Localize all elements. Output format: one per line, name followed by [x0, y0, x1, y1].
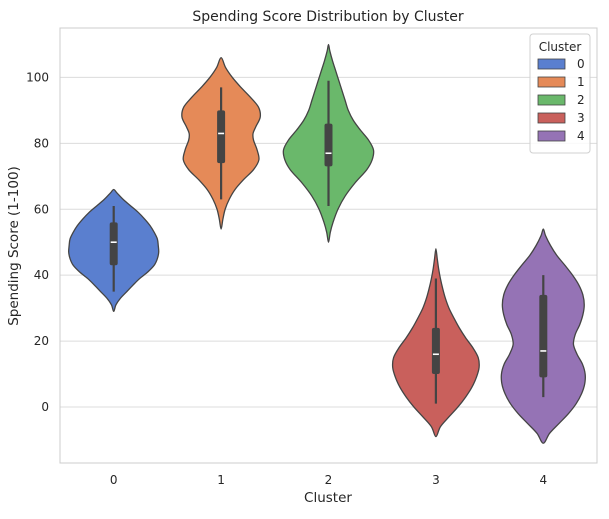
y-tick-labels: 0 20 40 60 80 100: [26, 70, 49, 414]
x-tick-label: 0: [110, 473, 118, 487]
legend-swatch-cluster-3: [537, 112, 566, 124]
x-tick-label: 1: [217, 473, 225, 487]
legend-swatch-cluster-1: [537, 76, 566, 88]
x-axis-label: Cluster: [304, 490, 352, 506]
y-tick-label: 20: [34, 334, 49, 348]
legend-entries: 0 1 2 3 4: [537, 57, 585, 143]
legend-swatch-cluster-2: [537, 94, 566, 106]
y-tick-label: 60: [34, 202, 49, 216]
chart-title: Spending Score Distribution by Cluster: [192, 9, 464, 25]
violin-iqr-box-cluster-2: [324, 123, 333, 167]
x-tick-label: 2: [325, 473, 333, 487]
x-tick-label: 4: [539, 473, 547, 487]
y-tick-label: 80: [34, 136, 49, 150]
legend: Cluster 0 1 2 3 4: [529, 33, 591, 154]
legend-swatch-cluster-4: [537, 130, 566, 142]
plot-frame: [59, 27, 598, 464]
legend-title: Cluster: [539, 40, 582, 54]
x-tick-label: 3: [432, 473, 440, 487]
violin-iqr-box-cluster-0: [109, 222, 118, 266]
legend-label-cluster-0: 0: [577, 57, 585, 71]
y-tick-label: 100: [26, 70, 49, 84]
legend-label-cluster-2: 2: [577, 93, 585, 107]
y-tick-label: 0: [41, 400, 49, 414]
violin-iqr-box-cluster-1: [217, 110, 226, 164]
legend-swatch-cluster-0: [537, 58, 566, 70]
x-tick-labels: 0 1 2 3 4: [110, 473, 547, 487]
legend-label-cluster-3: 3: [577, 111, 585, 125]
y-axis-label: Spending Score (1-100): [6, 166, 22, 326]
y-tick-label: 40: [34, 268, 49, 282]
violins: [68, 43, 586, 444]
legend-label-cluster-4: 4: [577, 129, 585, 143]
violin-iqr-box-cluster-3: [431, 327, 440, 375]
violin-iqr-box-cluster-4: [539, 294, 548, 378]
legend-label-cluster-1: 1: [577, 75, 585, 89]
